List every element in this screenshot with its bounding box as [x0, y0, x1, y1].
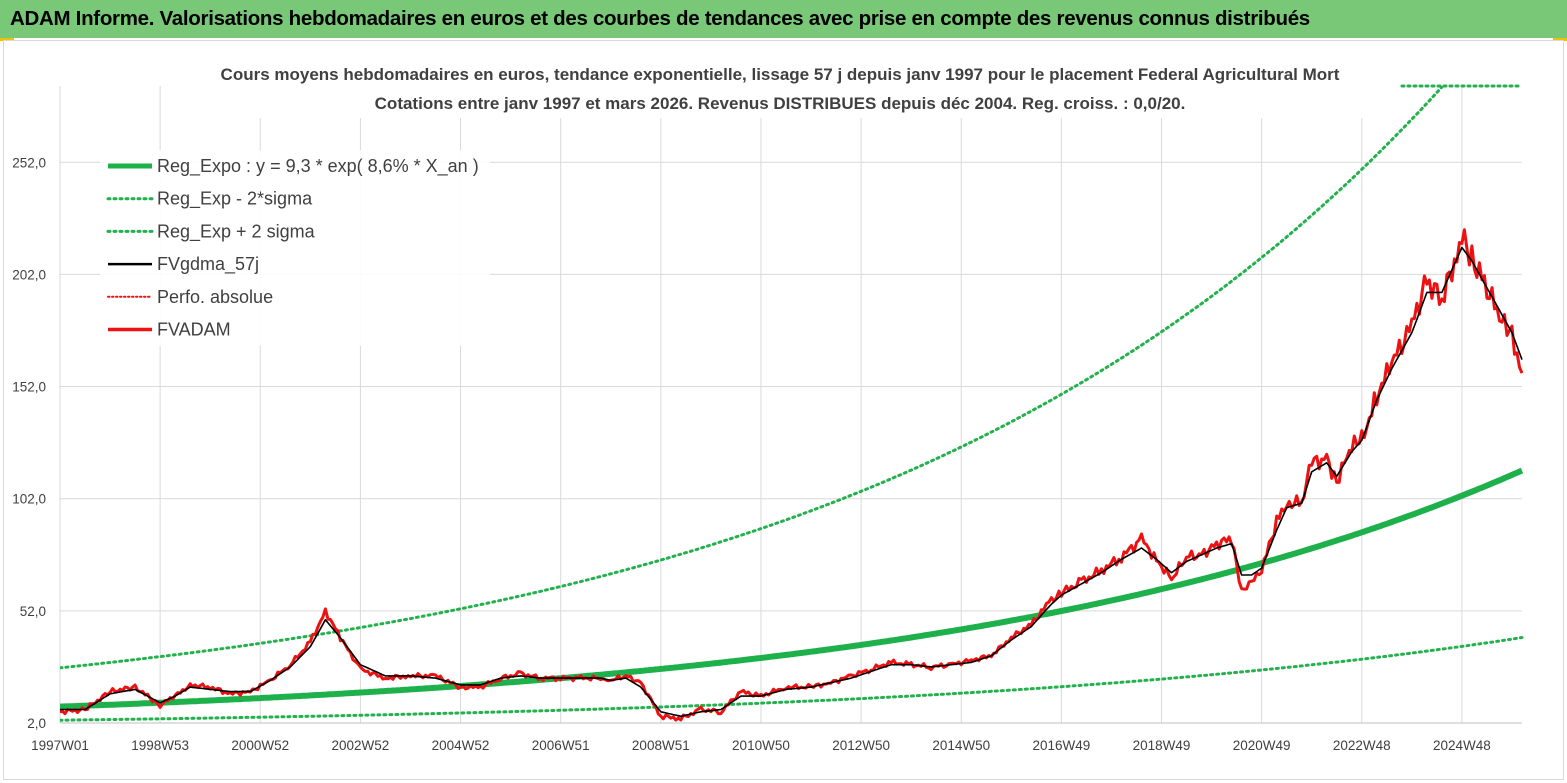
legend-label-price: FVADAM	[157, 320, 231, 340]
chart-title-line-2: Cotations entre janv 1997 et mars 2026. …	[375, 94, 1186, 113]
reg-exp-minus-2sigma-line	[60, 636, 1524, 722]
y-tick-label: 152,0	[12, 380, 46, 395]
regression-bands	[60, 86, 1524, 722]
title-background	[170, 58, 1400, 118]
chart-frame	[3, 40, 1564, 780]
y-tick-label: 2,0	[27, 716, 46, 731]
y-tick-label: 202,0	[12, 267, 46, 282]
x-tick-label: 2018W49	[1133, 738, 1191, 753]
x-tick-label: 2020W49	[1233, 738, 1291, 753]
legend: Reg_Expo : y = 9,3 * exp( 8,6% * X_an ) R…	[100, 150, 490, 346]
x-tick-label: 2010W50	[732, 738, 790, 753]
chart-title-line-1: Cours moyens hebdomadaires en euros, ten…	[221, 65, 1340, 84]
x-tick-label: 2000W52	[231, 738, 289, 753]
x-tick-label: 2022W48	[1333, 738, 1391, 753]
y-tick-label: 252,0	[12, 155, 46, 170]
legend-background	[100, 150, 490, 346]
legend-label-smooth: FVgdma_57j	[157, 254, 259, 275]
x-tick-label: 2006W51	[532, 738, 590, 753]
axes: 2,0 52,0 102,0 152,0 202,0 252,0 1997W01 1998W5…	[12, 155, 1522, 753]
title-banner: ADAM Informe. Valorisations hebdomadaire…	[0, 0, 1567, 38]
x-tick-label: 2012W50	[832, 738, 890, 753]
x-tick-label: 1998W53	[131, 738, 189, 753]
legend-label-reg_expo: Reg_Expo : y = 9,3 * exp( 8,6% * X_an )	[157, 156, 479, 177]
x-tick-label: 2024W48	[1433, 738, 1491, 753]
x-tick-label: 2002W52	[332, 738, 390, 753]
x-tick-label: 1997W01	[31, 738, 89, 753]
reg-exp-plus-2sigma-line	[60, 86, 1445, 670]
frame-corner-left	[0, 38, 14, 41]
y-tick-label: 52,0	[20, 604, 46, 619]
fvgdma-57j-line	[60, 246, 1523, 718]
x-tick-label: 2016W49	[1032, 738, 1090, 753]
frame-corner-right	[1553, 38, 1567, 41]
x-tick-label: 2014W50	[932, 738, 990, 753]
y-tick-label: 102,0	[12, 492, 46, 507]
legend-label-reg_plus: Reg_Exp + 2 sigma	[157, 221, 316, 242]
banner-title: ADAM Informe. Valorisations hebdomadaire…	[10, 7, 1310, 30]
legend-label-perfo: Perfo. absolue	[157, 287, 273, 307]
x-tick-label: 2008W51	[632, 738, 690, 753]
reg-expo-line	[60, 467, 1524, 710]
legend-label-reg_minus: Reg_Exp - 2*sigma	[157, 189, 313, 210]
x-tick-label: 2004W52	[432, 738, 490, 753]
